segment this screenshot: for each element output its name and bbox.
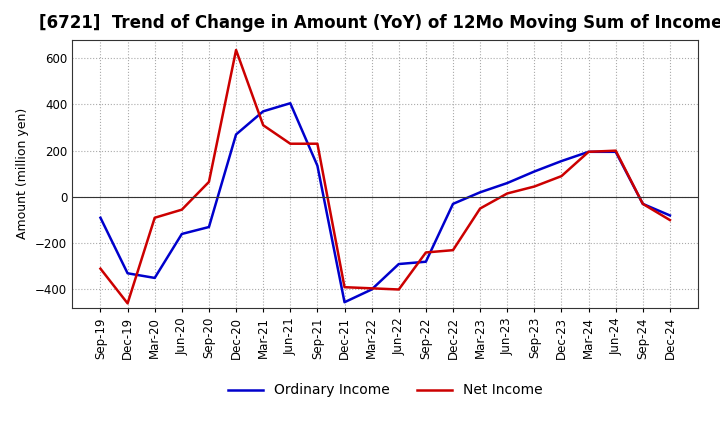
Ordinary Income (150, 275, 159, 281)
Net Income (232, 48, 240, 53)
Ordinary Income (530, 169, 539, 174)
Net Income (584, 149, 593, 154)
Net Income (557, 173, 566, 179)
Ordinary Income (123, 271, 132, 276)
Title: [6721]  Trend of Change in Amount (YoY) of 12Mo Moving Sum of Incomes: [6721] Trend of Change in Amount (YoY) o… (38, 15, 720, 33)
Ordinary Income (584, 149, 593, 154)
Ordinary Income (367, 287, 376, 292)
Net Income (96, 266, 105, 271)
Net Income (178, 207, 186, 213)
Net Income (204, 179, 213, 184)
Net Income (476, 206, 485, 211)
Net Income (286, 141, 294, 147)
Net Income (367, 286, 376, 291)
Ordinary Income (639, 201, 647, 206)
Net Income (449, 248, 457, 253)
Net Income (123, 301, 132, 306)
Net Income (611, 148, 620, 153)
Net Income (395, 287, 403, 292)
Ordinary Income (503, 180, 511, 186)
Ordinary Income (313, 163, 322, 169)
Net Income (503, 191, 511, 196)
Ordinary Income (232, 132, 240, 137)
Ordinary Income (178, 231, 186, 237)
Ordinary Income (557, 158, 566, 164)
Ordinary Income (204, 224, 213, 230)
Net Income (150, 215, 159, 220)
Line: Net Income: Net Income (101, 50, 670, 303)
Legend: Ordinary Income, Net Income: Ordinary Income, Net Income (222, 378, 548, 403)
Ordinary Income (476, 190, 485, 195)
Net Income (421, 250, 430, 255)
Net Income (341, 285, 349, 290)
Net Income (313, 141, 322, 147)
Net Income (259, 123, 268, 128)
Net Income (639, 201, 647, 206)
Ordinary Income (421, 259, 430, 264)
Y-axis label: Amount (million yen): Amount (million yen) (17, 108, 30, 239)
Net Income (665, 217, 674, 223)
Net Income (530, 184, 539, 189)
Ordinary Income (341, 300, 349, 305)
Ordinary Income (96, 215, 105, 220)
Ordinary Income (395, 261, 403, 267)
Ordinary Income (449, 201, 457, 206)
Line: Ordinary Income: Ordinary Income (101, 103, 670, 302)
Ordinary Income (259, 109, 268, 114)
Ordinary Income (611, 149, 620, 154)
Ordinary Income (286, 101, 294, 106)
Ordinary Income (665, 213, 674, 218)
